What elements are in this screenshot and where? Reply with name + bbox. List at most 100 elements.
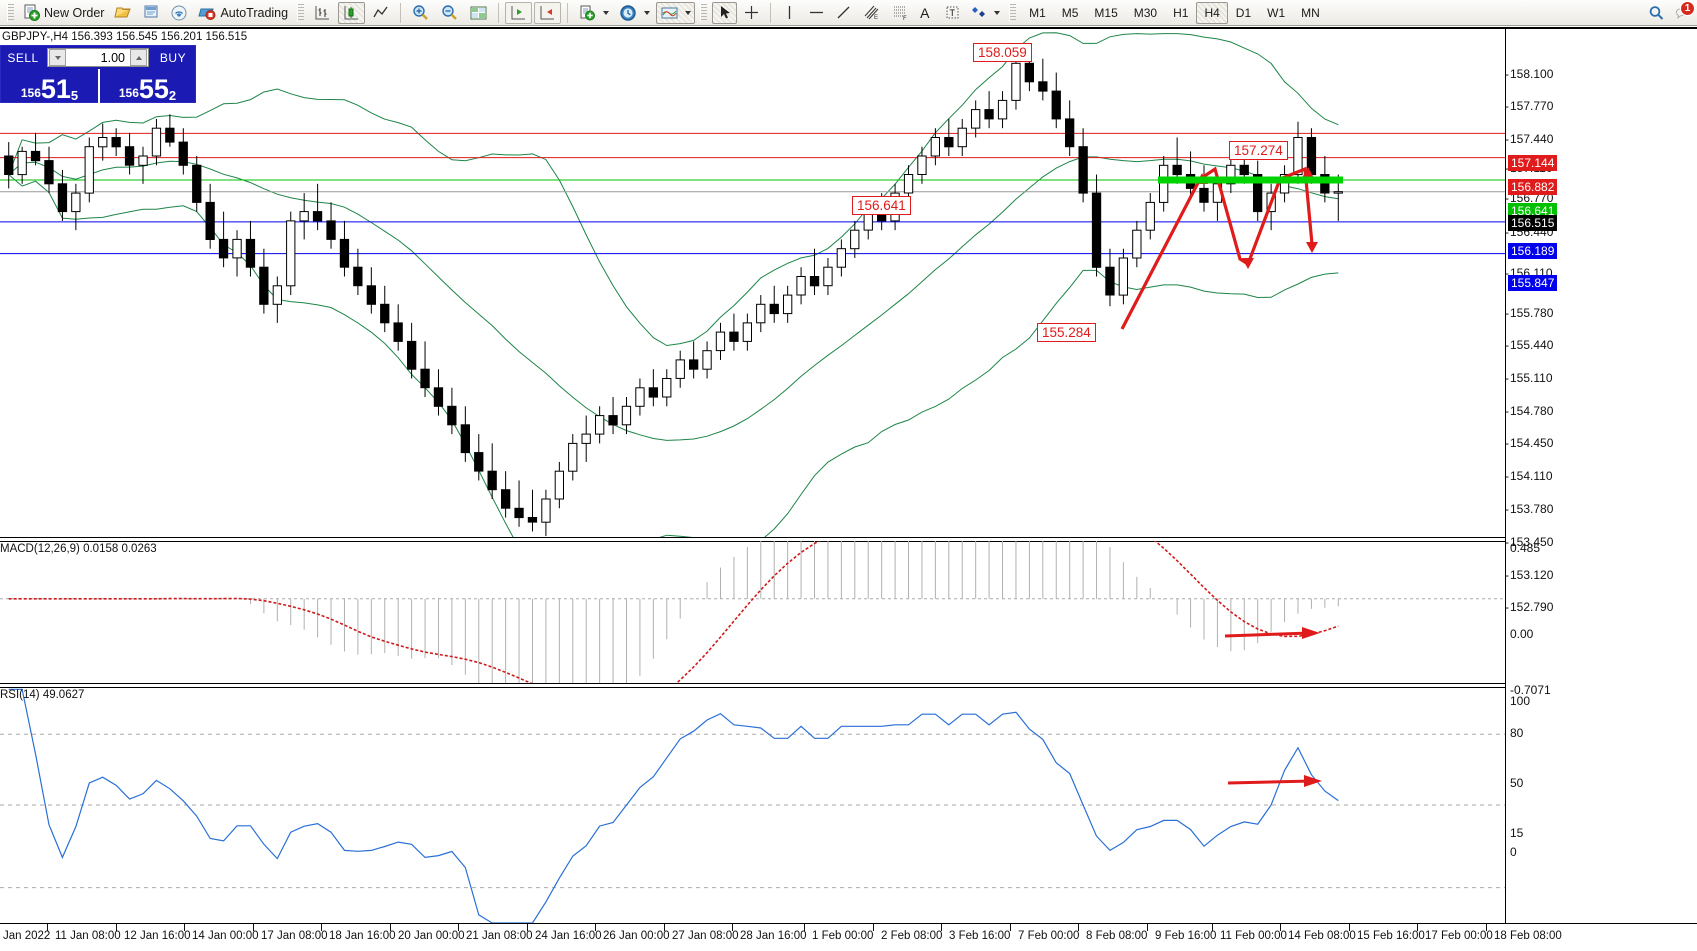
resistance-tag-157144[interactable]: 157.144 xyxy=(1508,155,1558,171)
chart-autoscroll-button[interactable] xyxy=(534,1,562,24)
price-annotation-155284[interactable]: 155.284 xyxy=(1037,323,1096,342)
candle-body xyxy=(769,303,779,315)
autotrading-button[interactable]: AutoTrading xyxy=(194,2,292,24)
time-axis[interactable]: Jan 2022 11 Jan 08:00 12 Jan 16:00 14 Jan 0… xyxy=(0,923,1697,951)
signals-button[interactable] xyxy=(166,2,192,24)
price-axis[interactable]: 158.100157.770157.440157.110156.770156.4… xyxy=(1505,29,1697,923)
zoom-in-icon xyxy=(413,4,428,20)
chart-shift-button[interactable] xyxy=(505,1,533,24)
buy-price[interactable]: 156 55 2 xyxy=(98,69,195,103)
line-chart-button[interactable] xyxy=(367,2,394,24)
candle-body xyxy=(836,248,847,268)
rsi-panel[interactable]: RSI(14) 49.0627 xyxy=(0,687,1505,923)
timeframe-m1-button[interactable]: M1 xyxy=(1029,5,1046,20)
chevron-down-icon-2[interactable] xyxy=(644,10,651,15)
search-button[interactable] xyxy=(1643,2,1669,24)
time-tick-12 xyxy=(804,924,805,931)
buy-price-small: 156 xyxy=(118,86,139,100)
chevron-down-icon-4[interactable] xyxy=(994,10,1001,15)
candle-body xyxy=(702,350,712,370)
vertical-line-tool-button[interactable] xyxy=(777,2,802,24)
volume-stepper[interactable]: 1.00 xyxy=(47,48,149,67)
time-label-5: 18 Jan 16:00 xyxy=(329,930,396,942)
timeframe-mn-button[interactable]: MN xyxy=(1301,5,1320,20)
candle-body xyxy=(178,141,188,166)
fibonacci-tool-button[interactable]: F xyxy=(887,2,914,24)
main-toolbar: New Order AutoTrading xyxy=(0,0,1697,26)
candle-body xyxy=(1145,201,1155,231)
time-tick-20 xyxy=(1349,924,1350,931)
chevron-down-icon[interactable] xyxy=(603,10,610,15)
chart-area[interactable]: GBPJPY-,H4 156.393 156.545 156.201 156.5… xyxy=(0,27,1697,951)
timeframe-m30-button[interactable]: M30 xyxy=(1133,5,1158,20)
price-panel[interactable]: GBPJPY-,H4 156.393 156.545 156.201 156.5… xyxy=(0,29,1505,537)
volume-value[interactable]: 1.00 xyxy=(100,50,125,65)
candle-body xyxy=(1159,164,1169,203)
candle-body xyxy=(1118,257,1128,296)
candle-body xyxy=(339,238,350,268)
time-tick-14 xyxy=(941,924,942,931)
level-tag-155847[interactable]: 155.847 xyxy=(1508,275,1558,291)
timeframe-w1-button[interactable]: W1 xyxy=(1267,5,1286,20)
time-label-19: 14 Feb 08:00 xyxy=(1288,930,1356,942)
time-tick-17 xyxy=(1147,924,1148,931)
price-annotation-156641[interactable]: 156.641 xyxy=(852,196,911,215)
expert-advisors-button[interactable] xyxy=(110,2,136,24)
crosshair-tool-button[interactable] xyxy=(739,2,764,24)
text-tool-button[interactable]: A xyxy=(916,2,938,24)
panel-divider-2b xyxy=(0,687,1505,688)
metaeditor-button[interactable] xyxy=(138,2,164,24)
trendline-tool-button[interactable] xyxy=(831,2,856,24)
zoom-in-button[interactable] xyxy=(407,2,434,24)
price-tick-153780: 153.780 xyxy=(1505,502,1553,516)
timeframe-h1-button[interactable]: H1 xyxy=(1173,5,1189,20)
candle-body xyxy=(165,127,175,143)
chevron-down-icon-3[interactable] xyxy=(685,10,692,15)
candlestick-chart-button[interactable] xyxy=(338,1,366,24)
add-document-icon xyxy=(580,5,596,20)
period-button[interactable] xyxy=(615,2,654,24)
rsi-label: RSI(14) 49.0627 xyxy=(0,689,85,701)
text-label-tool-button[interactable]: T xyxy=(940,2,965,24)
timeframe-m5-button[interactable]: M5 xyxy=(1061,5,1079,20)
last-price-tag-156515[interactable]: 156.515 xyxy=(1508,215,1558,231)
candle-body xyxy=(393,322,403,342)
new-order-button[interactable]: New Order xyxy=(19,2,108,24)
price-tick-154780: 154.780 xyxy=(1505,404,1553,418)
horizontal-line-tool-button[interactable] xyxy=(804,2,829,24)
volume-increase-button[interactable] xyxy=(130,49,147,66)
price-tick-154450: 154.450 xyxy=(1505,436,1553,450)
cursor-tool-button[interactable] xyxy=(712,1,738,24)
candle-body xyxy=(917,155,927,175)
toolbar-grip-3[interactable] xyxy=(700,3,708,22)
timeframe-h4-button[interactable]: H4 xyxy=(1196,1,1228,24)
data-window-button[interactable] xyxy=(465,2,492,24)
price-annotation-158059[interactable]: 158.059 xyxy=(973,43,1032,62)
macd-panel[interactable]: MACD(12,26,9) 0.0158 0.0263 xyxy=(0,541,1505,683)
objects-list-button[interactable] xyxy=(967,2,1004,24)
toolbar-grip-2[interactable] xyxy=(297,3,305,22)
add-indicator-button[interactable] xyxy=(574,2,613,24)
zoom-out-button[interactable] xyxy=(436,2,463,24)
sell-price[interactable]: 156 51 5 xyxy=(1,69,98,103)
scale-tick-07071: -0.7071 xyxy=(1510,683,1551,697)
equidistant-channel-button[interactable]: E xyxy=(858,2,885,24)
candle-body xyxy=(1172,164,1182,176)
sell-button[interactable]: SELL xyxy=(7,50,39,65)
time-tick-4 xyxy=(253,924,254,931)
candle-body xyxy=(420,368,430,389)
toolbar-grip-4[interactable] xyxy=(1009,3,1017,22)
price-annotation-157274[interactable]: 157.274 xyxy=(1229,141,1288,160)
templates-button[interactable] xyxy=(656,1,696,24)
notifications-button[interactable]: 1 xyxy=(1671,0,1695,23)
one-click-trading-panel[interactable]: SELL 1.00 BUY 156 51 5 156 55 2 xyxy=(0,45,196,103)
resistance-tag-156882[interactable]: 156.882 xyxy=(1508,179,1558,195)
volume-decrease-button[interactable] xyxy=(49,49,66,66)
timeframe-m15-button[interactable]: M15 xyxy=(1094,5,1118,20)
level-tag-156189[interactable]: 156.189 xyxy=(1508,243,1558,259)
buy-button[interactable]: BUY xyxy=(159,50,187,65)
timeframe-d1-button[interactable]: D1 xyxy=(1235,5,1252,20)
bar-chart-button[interactable] xyxy=(309,2,336,24)
toolbar-grip[interactable] xyxy=(7,3,14,22)
time-tick-8 xyxy=(527,924,528,931)
